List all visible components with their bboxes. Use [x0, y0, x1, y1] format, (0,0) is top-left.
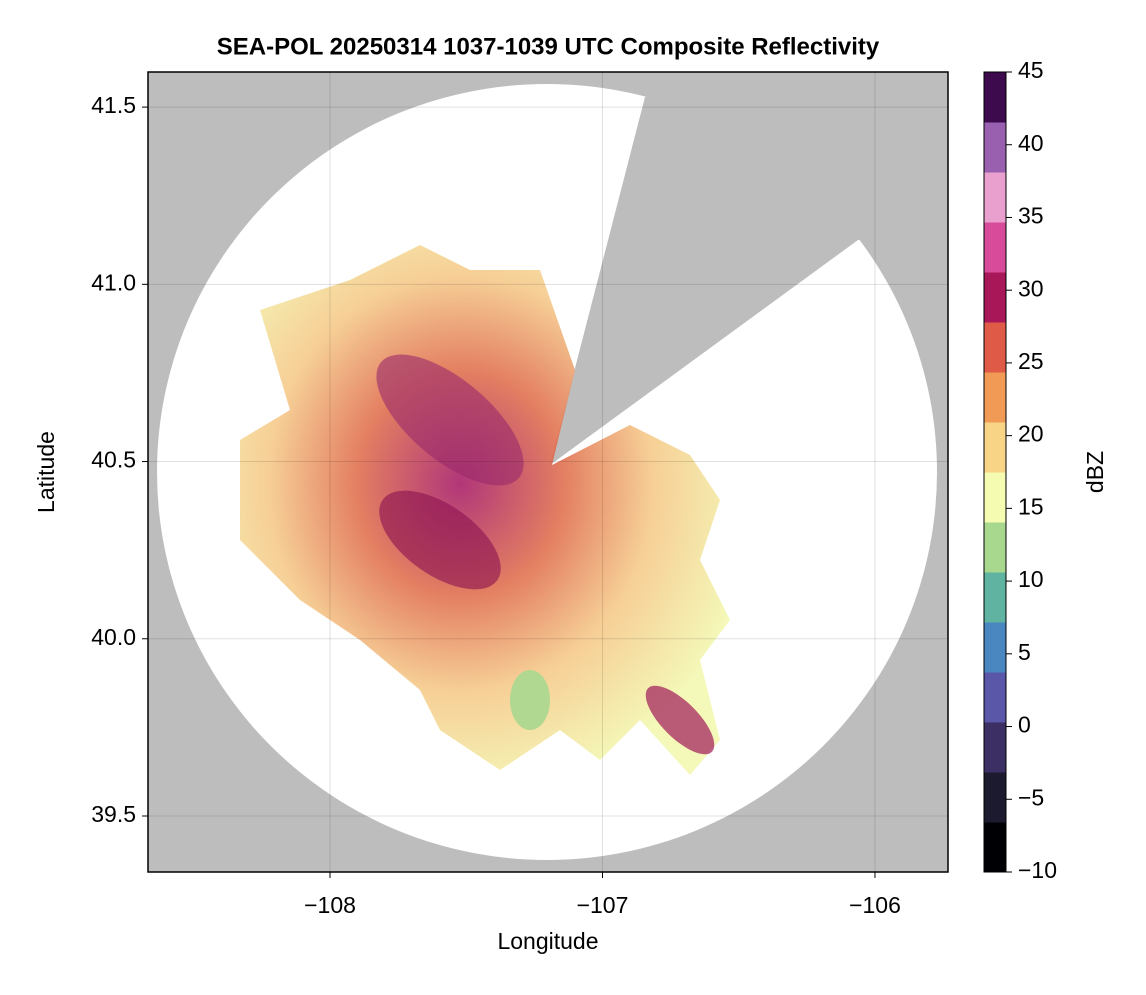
colorbar-tick-label: 45: [1018, 57, 1044, 83]
colorbar-segment: [984, 822, 1006, 873]
colorbar-label: dBZ: [1082, 451, 1108, 493]
colorbar-segment: [984, 772, 1006, 823]
y-tick-label: 41.0: [91, 269, 136, 295]
colorbar-tick-label: 5: [1018, 639, 1031, 665]
colorbar-tick-label: 25: [1018, 348, 1044, 374]
colorbar-segment: [984, 722, 1006, 773]
colorbar-segment: [984, 272, 1006, 323]
colorbar-segment: [984, 222, 1006, 273]
plot-frame: [147, 71, 949, 873]
colorbar-segment: [984, 622, 1006, 673]
x-tick-label: −106: [849, 892, 901, 918]
x-axis-label: Longitude: [497, 928, 598, 954]
y-axis-label: Latitude: [33, 431, 59, 513]
core: [376, 354, 524, 486]
colorbar-tick-label: 20: [1018, 421, 1044, 447]
y-tick-label: 40.0: [91, 624, 136, 650]
colorbar-segment: [984, 522, 1006, 573]
core: [379, 490, 501, 590]
y-tick-label: 40.5: [91, 447, 136, 473]
colorbar-frame: [983, 71, 1007, 873]
y-tick-label: 39.5: [91, 801, 136, 827]
weak-echo: [510, 670, 550, 730]
core: [645, 685, 715, 755]
blocked-sector: [550, 85, 870, 465]
colorbar-tick-label: 40: [1018, 130, 1044, 156]
reflectivity-field: [240, 245, 730, 775]
colorbar-segment: [984, 372, 1006, 423]
colorbar-segment: [984, 172, 1006, 223]
colorbar-tick-label: 30: [1018, 275, 1044, 301]
colorbar-tick-label: 10: [1018, 566, 1044, 592]
colorbar-segment: [984, 322, 1006, 373]
colorbar-segment: [984, 672, 1006, 723]
colorbar-tick-label: 0: [1018, 712, 1031, 738]
x-tick-label: −108: [304, 892, 356, 918]
colorbar-segment: [984, 422, 1006, 473]
colorbar-segment: [984, 122, 1006, 173]
colorbar-tick-label: 35: [1018, 203, 1044, 229]
colorbar-tick-label: 15: [1018, 493, 1044, 519]
colorbar-segment: [984, 72, 1006, 123]
y-tick-label: 41.5: [91, 92, 136, 118]
colorbar-segment: [984, 572, 1006, 623]
colorbar-tick-label: −5: [1018, 784, 1044, 810]
colorbar-segment: [984, 472, 1006, 523]
chart-title: SEA-POL 20250314 1037-1039 UTC Composite…: [217, 33, 880, 60]
radar-coverage: [157, 84, 937, 860]
colorbar-tick-label: −10: [1018, 857, 1057, 883]
x-tick-label: −107: [577, 892, 629, 918]
